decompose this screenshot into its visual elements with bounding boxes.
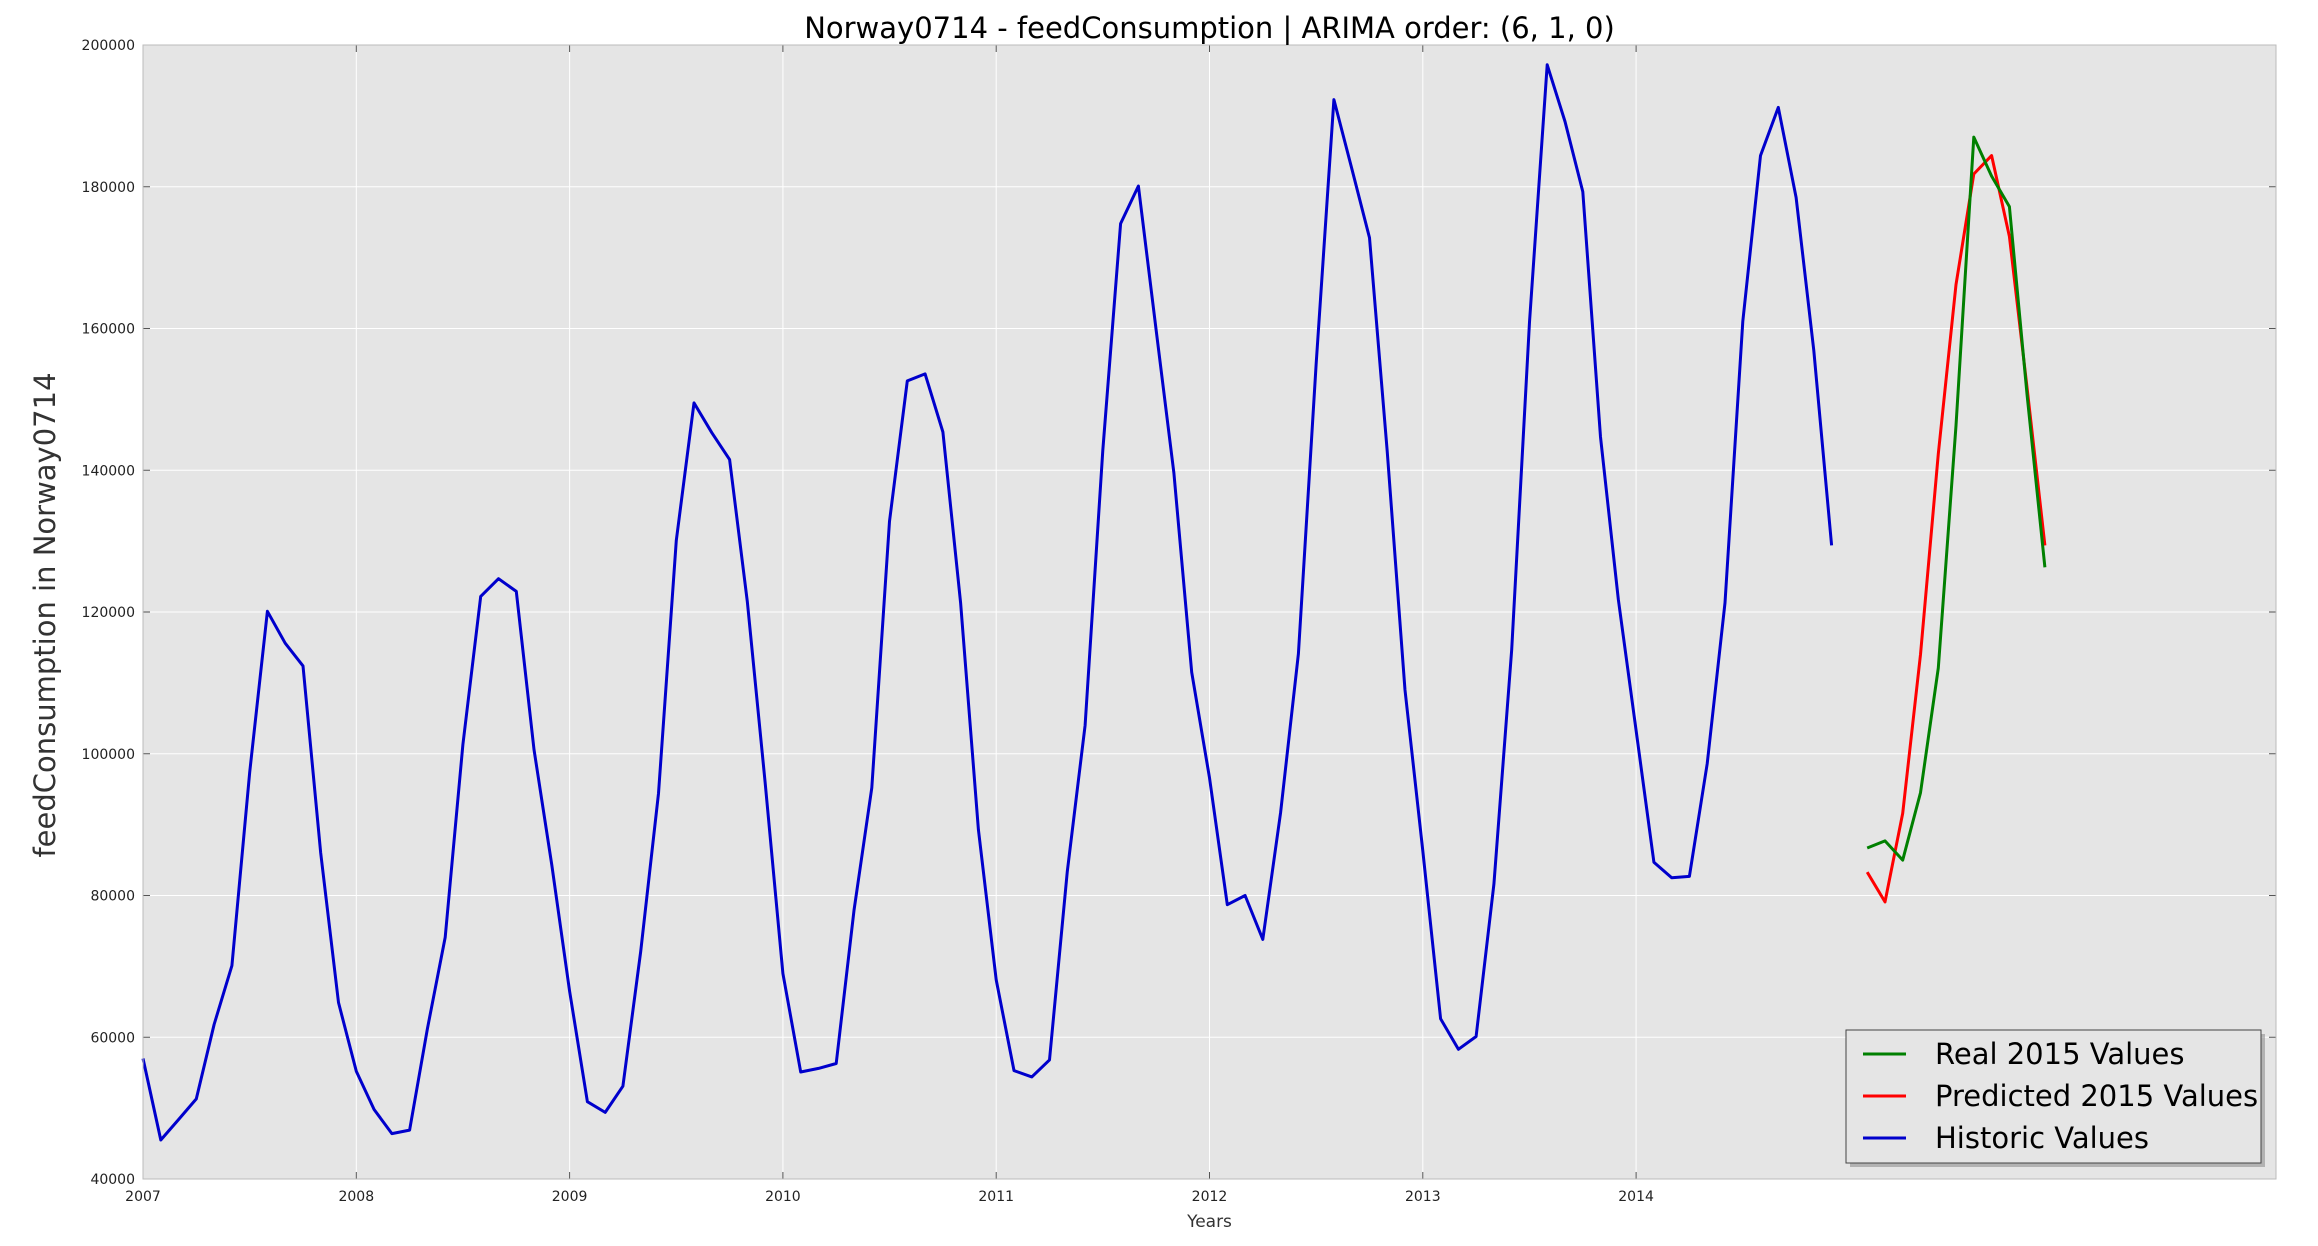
y-tick-label: 140000 [82, 463, 135, 479]
legend-label: Predicted 2015 Values [1935, 1079, 2258, 1113]
series-line-real-2015-values [1866, 135, 2047, 862]
y-tick-label: 60000 [90, 1030, 135, 1046]
y-axis-title: feedConsumption in Norway0714 [28, 372, 62, 857]
series-line-historic-values [141, 63, 1834, 1142]
y-tick-label: 40000 [90, 1172, 135, 1188]
axis-ticks: 40000 60000 80000 100000 120000 140000 160000 1… [82, 38, 2276, 1205]
y-tick-label: 160000 [82, 322, 135, 338]
x-tick-label: 2009 [552, 1189, 588, 1205]
y-tick-label: 100000 [82, 747, 135, 763]
x-tick-label: 2013 [1405, 1189, 1441, 1205]
x-axis-title: Years [1186, 1212, 1232, 1232]
chart-title: Norway0714 - feedConsumption | ARIMA ord… [804, 11, 1615, 45]
x-tick-label: 2008 [338, 1189, 374, 1205]
legend: Real 2015 Values Predicted 2015 Values His… [1845, 1029, 2265, 1167]
y-tick-label: 120000 [82, 605, 135, 621]
y-tick-label: 180000 [82, 180, 135, 196]
legend-box [1845, 1029, 2262, 1164]
series-lines [141, 63, 2047, 1142]
legend-label: Historic Values [1935, 1121, 2149, 1155]
x-tick-label: 2011 [978, 1189, 1014, 1205]
x-tick-label: 2012 [1192, 1189, 1228, 1205]
y-tick-label: 80000 [90, 889, 135, 905]
x-tick-label: 2010 [765, 1189, 801, 1205]
x-tick-label: 2014 [1618, 1189, 1654, 1205]
plot-frame [142, 44, 2277, 1180]
x-tick-label: 2007 [125, 1189, 161, 1205]
legend-label: Real 2015 Values [1935, 1037, 2185, 1071]
series-line-predicted-2015-values [1865, 154, 2047, 904]
y-tick-label: 200000 [82, 38, 135, 54]
grid-lines [142, 44, 2276, 1180]
